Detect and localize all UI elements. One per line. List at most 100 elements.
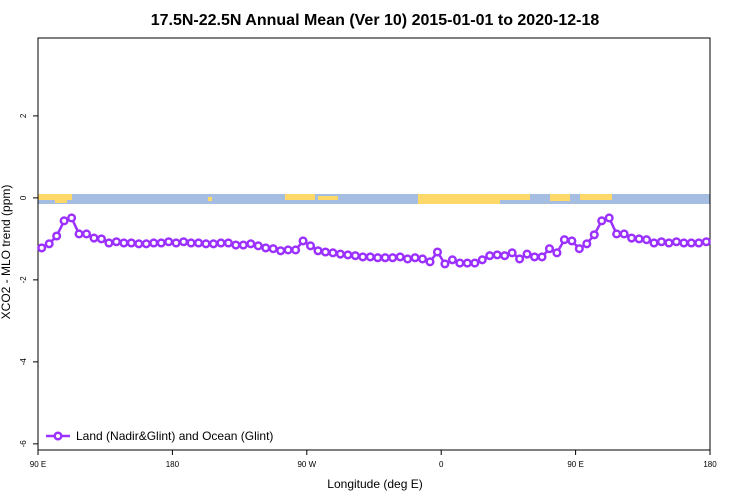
data-point <box>447 255 457 265</box>
data-point <box>485 251 495 261</box>
data-point <box>201 239 211 249</box>
data-point <box>156 238 166 248</box>
legend-label: Land (Nadir&Glint) and Ocean (Glint) <box>76 429 273 443</box>
data-point <box>149 238 159 248</box>
data-point <box>179 237 189 247</box>
data-point <box>141 239 151 249</box>
data-point <box>246 239 256 249</box>
data-point <box>507 248 517 258</box>
data-point <box>358 252 368 262</box>
data-point <box>679 238 689 248</box>
data-point <box>380 253 390 263</box>
data-point <box>395 252 405 262</box>
data-point <box>74 229 84 239</box>
y-tick-label: -4 <box>19 358 28 366</box>
data-point <box>365 252 375 262</box>
data-point <box>440 259 450 269</box>
x-tick-label: 0 <box>439 460 444 469</box>
data-point <box>89 233 99 243</box>
data-point <box>171 238 181 248</box>
data-point <box>104 238 114 248</box>
data-point <box>619 229 629 239</box>
data-point <box>343 250 353 260</box>
data-point <box>328 248 338 258</box>
data-point <box>455 258 465 268</box>
data-point <box>298 236 308 246</box>
data-point <box>208 239 219 249</box>
data-point <box>134 239 144 249</box>
data-point <box>604 213 614 223</box>
x-tick-label: 90 E <box>30 460 46 469</box>
data-point <box>432 247 443 257</box>
data-point <box>589 230 599 240</box>
data-point <box>373 253 383 263</box>
data-point <box>350 251 360 261</box>
data-point <box>223 238 233 248</box>
data-point <box>417 254 428 264</box>
x-tick-label: 90 W <box>297 460 316 469</box>
data-point <box>701 237 711 247</box>
data-point <box>291 245 301 255</box>
data-point <box>111 237 121 247</box>
x-tick-label: 180 <box>166 460 180 469</box>
data-point <box>67 213 77 223</box>
data-point <box>96 234 107 244</box>
chart-title: 17.5N-22.5N Annual Mean (Ver 10) 2015-01… <box>151 12 600 29</box>
y-tick-label: 0 <box>19 195 28 200</box>
data-point <box>126 238 136 248</box>
data-point <box>552 248 562 258</box>
y-tick-label: -6 <box>19 440 28 448</box>
data-point <box>335 249 345 259</box>
x-tick-label: 180 <box>703 460 717 469</box>
data-point <box>656 237 667 247</box>
data-point <box>164 237 174 247</box>
data-point <box>671 237 681 247</box>
data-point <box>582 239 592 249</box>
y-axis-label: XCO2 - MLO trend (ppm) <box>0 185 13 320</box>
data-point <box>627 233 637 243</box>
y-tick-label: 2 <box>19 113 28 118</box>
data-point <box>694 238 704 248</box>
data-point <box>52 231 62 241</box>
data-point <box>276 246 286 256</box>
data-point <box>529 252 540 262</box>
data-point <box>37 243 47 253</box>
data-point <box>320 247 331 257</box>
data-point <box>686 238 696 248</box>
data-point <box>649 238 659 248</box>
x-tick-label: 90 E <box>567 460 583 469</box>
data-point <box>567 236 577 246</box>
data-point <box>559 235 569 245</box>
data-point <box>59 216 69 226</box>
data-point <box>410 253 420 263</box>
data-point <box>597 216 607 226</box>
data-point <box>44 239 54 249</box>
data-point <box>216 238 226 248</box>
data-point <box>641 235 652 245</box>
data-point <box>470 258 480 268</box>
data-point <box>305 241 316 251</box>
x-axis-label: Longitude (deg E) <box>327 477 422 491</box>
data-point <box>193 238 204 248</box>
data-point <box>477 255 487 265</box>
data-point <box>231 240 241 250</box>
data-point <box>253 241 263 251</box>
data-point <box>462 258 472 268</box>
data-point <box>388 253 398 263</box>
data-point <box>544 244 555 254</box>
data-point <box>574 244 584 254</box>
data-point <box>268 244 278 254</box>
data-point <box>425 257 435 267</box>
land-ocean-strip <box>38 194 710 204</box>
data-point <box>522 249 532 259</box>
data-point <box>664 238 674 248</box>
data-point <box>612 229 622 239</box>
data-point <box>403 254 413 264</box>
data-point <box>81 229 92 239</box>
data-point <box>186 238 196 248</box>
data-point <box>238 240 248 250</box>
data-point <box>313 246 323 256</box>
data-point <box>119 238 129 248</box>
data-point <box>261 243 271 253</box>
